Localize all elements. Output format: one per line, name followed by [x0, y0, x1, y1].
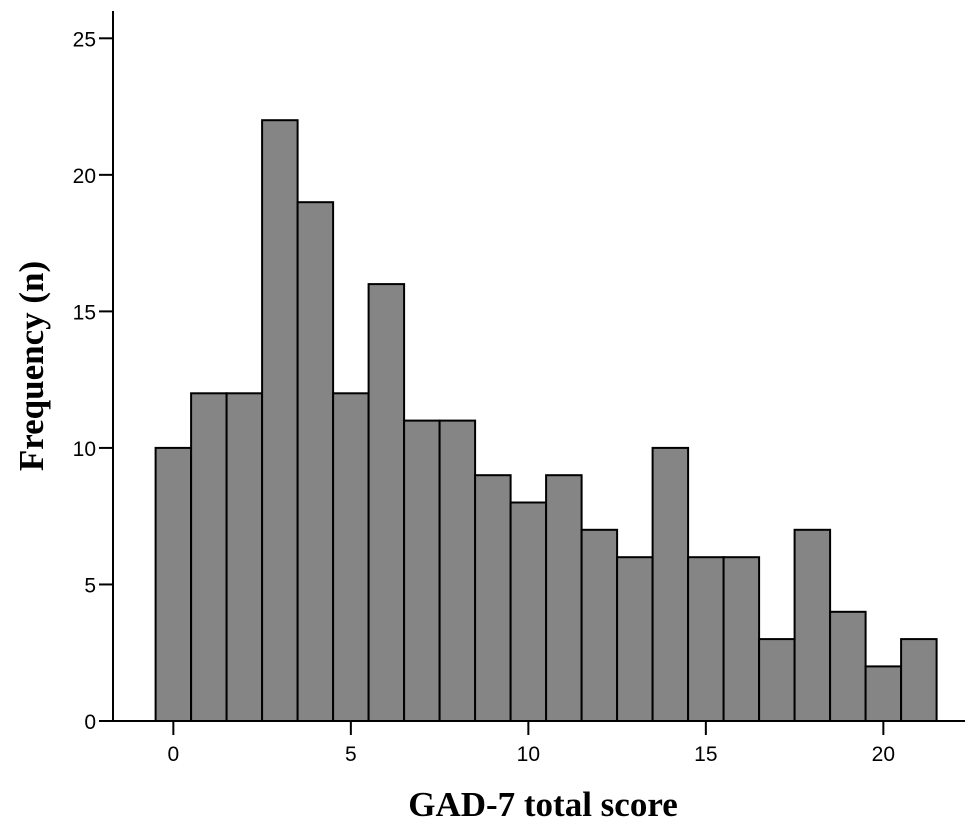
bar-13 [616, 556, 654, 723]
bar-6 [367, 283, 406, 722]
bars-group [154, 119, 938, 723]
y-ticks-group: 0 5 10 15 20 25 [73, 28, 113, 734]
x-ticks-group: 0 5 10 15 20 [168, 721, 895, 766]
bar-3 [261, 119, 299, 722]
x-axis-title: GAD-7 total score [408, 785, 678, 818]
bar-15 [687, 556, 725, 723]
x-tick-label: 15 [694, 743, 717, 766]
y-axis-title: Frequency (n) [12, 261, 51, 471]
x-tick-label: 0 [168, 743, 180, 766]
y-tick-label: 10 [73, 438, 96, 461]
bar-11 [545, 474, 583, 723]
bar-7 [403, 419, 441, 722]
x-tick-label: 20 [872, 743, 895, 766]
bar-10 [509, 501, 548, 722]
bar-21 [900, 638, 938, 722]
y-tick-label: 15 [73, 301, 96, 324]
bar-4 [296, 201, 335, 722]
bar-14 [651, 446, 690, 722]
y-tick-label: 25 [73, 28, 96, 51]
bar-12 [580, 528, 619, 722]
bar-19 [829, 610, 867, 722]
y-tick-label: 0 [84, 711, 96, 734]
bar-16 [722, 556, 761, 723]
bar-18 [793, 528, 832, 722]
bar-0 [154, 446, 193, 722]
bar-8 [438, 419, 477, 722]
bar-1 [190, 392, 228, 722]
bar-2 [225, 392, 264, 722]
x-tick-label: 10 [517, 743, 540, 766]
bar-9 [474, 474, 512, 723]
y-tick-label: 5 [84, 574, 96, 597]
bar-17 [758, 638, 796, 722]
y-tick-label: 20 [73, 165, 96, 188]
axes-group [112, 11, 965, 722]
x-tick-label: 5 [345, 743, 357, 766]
bar-5 [332, 392, 370, 722]
bar-20 [864, 665, 903, 723]
